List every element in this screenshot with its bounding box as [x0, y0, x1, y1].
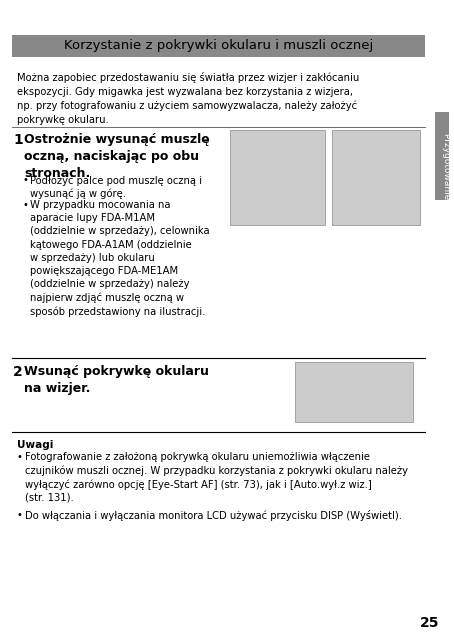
Text: Przygotowanie aparatu: Przygotowanie aparatu	[443, 132, 451, 237]
Text: Do włączania i wyłączania monitora LCD używać przycisku DISP (Wyświetl).: Do włączania i wyłączania monitora LCD u…	[25, 510, 402, 521]
Text: •: •	[22, 175, 28, 185]
Text: •: •	[17, 452, 23, 462]
Text: Można zapobiec przedostawaniu się światła przez wizjer i zakłócaniu
ekspozycji. : Można zapobiec przedostawaniu się światł…	[17, 72, 359, 125]
Bar	[295, 362, 413, 422]
Text: Podłożyć palce pod muszlę oczną i
wysunąć ją w górę.: Podłożyć palce pod muszlę oczną i wysuną…	[30, 175, 202, 200]
Text: W przypadku mocowania na
aparacie lupy FDA-M1AM
(oddzielnie w sprzedaży), celown: W przypadku mocowania na aparacie lupy F…	[30, 200, 210, 317]
Text: Fotografowanie z założoną pokrywką okularu uniemożliwia włączenie
czujników musz: Fotografowanie z założoną pokrywką okula…	[25, 452, 408, 503]
Bar	[12, 35, 425, 57]
Text: 2: 2	[13, 365, 23, 379]
Text: Korzystanie z pokrywki okularu i muszli ocznej: Korzystanie z pokrywki okularu i muszli …	[64, 40, 373, 52]
Bar	[332, 130, 420, 225]
Bar	[435, 112, 449, 200]
Bar	[230, 130, 325, 225]
Text: 25: 25	[420, 616, 440, 630]
Text: Ostrożnie wysunąć muszlę
oczną, naciskając po obu
stronach.: Ostrożnie wysunąć muszlę oczną, naciskaj…	[24, 133, 210, 180]
Text: •: •	[22, 200, 28, 210]
Text: 1: 1	[13, 133, 23, 147]
Text: Uwagi: Uwagi	[17, 440, 54, 450]
Text: Wsunąć pokrywkę okularu
na wizjer.: Wsunąć pokrywkę okularu na wizjer.	[24, 365, 209, 395]
Text: •: •	[17, 510, 23, 520]
